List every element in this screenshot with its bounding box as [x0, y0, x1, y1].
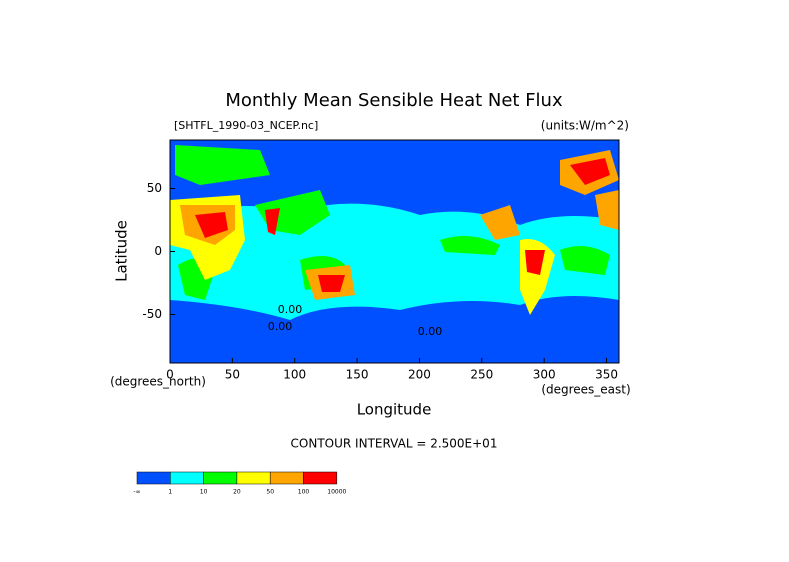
contour-label: 0.00	[418, 325, 443, 338]
colorbar-label: -∞	[133, 489, 140, 496]
x-units: (degrees_east)	[541, 383, 630, 397]
y-tick-label: 50	[147, 181, 162, 195]
subtitle-right: (units:W/m^2)	[541, 119, 629, 133]
x-tick-label: 200	[408, 368, 431, 382]
chart-title: Monthly Mean Sensible Heat Net Flux	[225, 90, 563, 111]
x-tick-label: 50	[225, 368, 240, 382]
colorbar-swatch	[203, 471, 238, 485]
colorbar-label: 1	[168, 489, 172, 496]
subtitle-left: [SHTFL_1990-03_NCEP.nc]	[174, 119, 318, 132]
colorbar-swatch	[269, 471, 304, 485]
x-tick-label: 0	[166, 368, 174, 382]
colorbar-swatch	[303, 471, 338, 485]
y-tick-label: 0	[154, 244, 162, 258]
x-tick-label: 250	[470, 368, 493, 382]
contour-label: 0.00	[278, 303, 303, 316]
y-units: (degrees_north)	[110, 375, 206, 389]
x-axis-label: Longitude	[357, 401, 432, 419]
colorbar-label: 10	[200, 489, 208, 496]
field	[170, 140, 619, 363]
x-tick-label: 300	[533, 368, 556, 382]
colorbar-swatch	[170, 471, 204, 485]
colorbar-swatch	[136, 471, 171, 485]
colorbar-label: 10000	[327, 489, 346, 496]
x-tick-label: 100	[283, 368, 306, 382]
x-tick-label: 350	[595, 368, 618, 382]
annotation: CONTOUR INTERVAL = 2.500E+01	[291, 437, 498, 451]
colorbar-label: 100	[298, 489, 310, 496]
colorbar-label: 20	[233, 489, 241, 496]
y-tick-label: -50	[142, 307, 162, 321]
colorbar-label: 50	[266, 489, 274, 496]
y-axis-label: Latitude	[113, 220, 131, 282]
x-tick-label: 150	[346, 368, 369, 382]
colorbar-swatch	[236, 471, 271, 485]
contour-label: 0.00	[268, 320, 293, 333]
